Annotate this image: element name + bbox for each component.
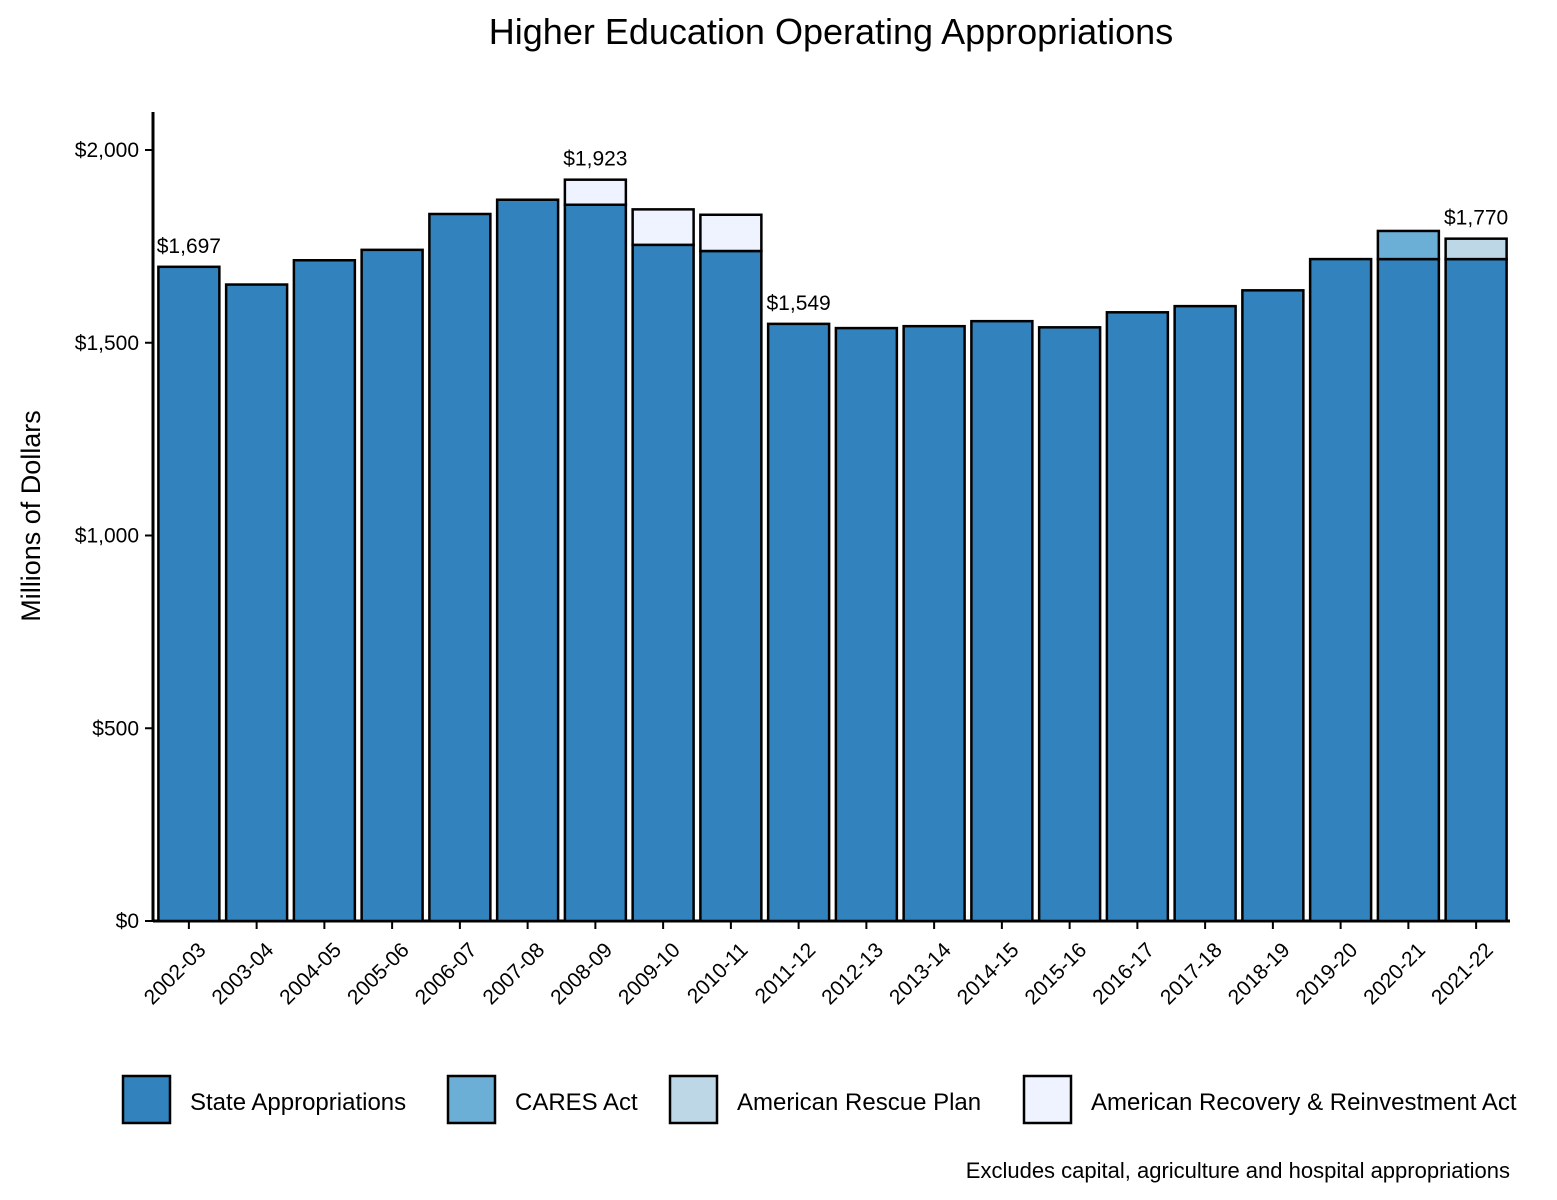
y-tick-label: $500: [92, 717, 139, 740]
bar-state-appropriations-2019-20: [1308, 257, 1373, 923]
x-tick-label: 2015-16: [1021, 938, 1092, 1009]
bar-state-appropriations-2010-11: [699, 249, 763, 923]
bar-state-appropriations-2009-10: [631, 243, 695, 923]
legend-label: CARES Act: [515, 1089, 638, 1116]
bar-american-recovery-reinvestment-act-2008-09: [563, 178, 628, 206]
x-tick-label: 2007-08: [479, 938, 550, 1009]
legend-label: American Rescue Plan: [737, 1089, 981, 1116]
bar-state-appropriations-2021-22: [1444, 257, 1508, 923]
x-tick-label: 2017-18: [1156, 938, 1227, 1009]
chart-caption: Excludes capital, agriculture and hospit…: [966, 1158, 1510, 1183]
bar-state-appropriations-2011-12: [766, 322, 831, 923]
bar-cares-act-2020-21: [1376, 229, 1441, 261]
x-tick-label: 2020-21: [1359, 938, 1430, 1009]
x-tick-label: 2010-11: [683, 938, 753, 1008]
x-tick-label: 2004-05: [275, 938, 346, 1009]
bar-state-appropriations-2016-17: [1105, 311, 1170, 923]
bar-state-appropriations-2003-04: [224, 283, 289, 923]
bar-state-appropriations-2006-07: [428, 212, 492, 923]
bar-state-appropriations-2014-15: [970, 319, 1034, 923]
bar-state-appropriations-2017-18: [1173, 304, 1237, 923]
x-tick-label: 2019-20: [1292, 938, 1363, 1009]
plot-area: $0$500$1,000$1,500$2,0002002-032003-0420…: [75, 112, 1510, 1009]
x-tick-label: 2011-12: [751, 938, 821, 1008]
bar-state-appropriations-2012-13: [834, 326, 899, 923]
x-tick-label: 2008-09: [546, 938, 617, 1009]
bar-state-appropriations-2002-03: [157, 265, 221, 923]
x-tick-label: 2002-03: [140, 938, 211, 1009]
legend-label: State Appropriations: [190, 1089, 406, 1116]
y-tick-label: $2,000: [75, 139, 139, 162]
bar-state-appropriations-2008-09: [563, 203, 628, 923]
bar-state-appropriations-2018-19: [1241, 289, 1305, 923]
bar-state-appropriations-2020-21: [1376, 257, 1441, 923]
bar-state-appropriations-2005-06: [360, 248, 424, 923]
x-tick-label: 2018-19: [1224, 938, 1295, 1009]
legend-swatch: [446, 1074, 497, 1125]
y-tick-label: $1,000: [75, 525, 139, 548]
y-tick-label: $0: [116, 910, 139, 933]
legend-swatch: [668, 1074, 719, 1125]
x-tick-label: 2005-06: [343, 938, 414, 1009]
bar-state-appropriations-2004-05: [292, 259, 357, 923]
x-tick-label: 2013-14: [885, 938, 956, 1009]
bar-american-recovery-reinvestment-act-2009-10: [631, 208, 695, 247]
data-label: $1,697: [157, 235, 221, 258]
bar-american-recovery-reinvestment-act-2010-11: [699, 213, 763, 253]
y-tick-label: $1,500: [75, 332, 139, 355]
x-tick-label: 2003-04: [208, 938, 279, 1009]
legend: State Appropriations CARES Act American Re…: [121, 1074, 1517, 1125]
x-tick-label: 2012-13: [817, 938, 888, 1009]
bar-american-rescue-plan-2021-22: [1444, 237, 1508, 261]
bar-state-appropriations-2015-16: [1037, 326, 1102, 923]
chart-title: Higher Education Operating Appropriation…: [489, 11, 1173, 52]
y-axis-label: Millions of Dollars: [16, 410, 46, 622]
x-tick-label: 2009-10: [614, 938, 685, 1009]
x-tick-label: 2016-17: [1088, 938, 1159, 1009]
data-label: $1,770: [1444, 207, 1508, 230]
data-label: $1,923: [563, 148, 627, 171]
bar-state-appropriations-2013-14: [902, 324, 966, 923]
data-label: $1,549: [767, 292, 831, 315]
legend-label: American Recovery & Reinvestment Act: [1091, 1089, 1517, 1116]
x-tick-label: 2014-15: [953, 938, 1024, 1009]
x-tick-label: 2006-07: [411, 938, 482, 1009]
bar-state-appropriations-2007-08: [495, 198, 560, 923]
legend-swatch: [1022, 1074, 1073, 1125]
x-tick-label: 2021-22: [1427, 938, 1498, 1009]
legend-swatch: [121, 1074, 172, 1125]
